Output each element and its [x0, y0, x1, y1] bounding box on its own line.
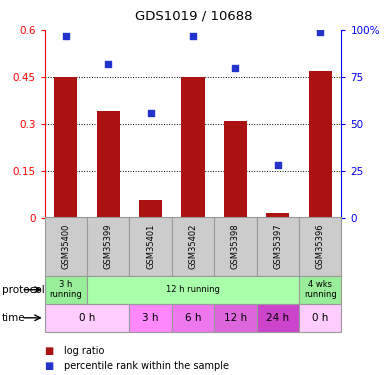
Bar [224, 121, 247, 218]
Bar [299, 276, 341, 304]
Bar [172, 217, 214, 276]
Bar [181, 77, 205, 218]
Text: ■: ■ [45, 361, 54, 370]
Text: 3 h: 3 h [142, 313, 159, 323]
Text: 4 wks
running: 4 wks running [304, 280, 337, 299]
Point [190, 33, 196, 39]
Text: GDS1019 / 10688: GDS1019 / 10688 [135, 9, 253, 22]
Text: GSM35400: GSM35400 [61, 224, 70, 269]
Text: GSM35402: GSM35402 [189, 224, 197, 269]
Text: GSM35396: GSM35396 [316, 224, 325, 269]
Bar [214, 304, 256, 332]
Point [275, 162, 281, 168]
Text: 0 h: 0 h [312, 313, 328, 323]
Text: ■: ■ [45, 346, 54, 355]
Bar [299, 304, 341, 332]
Text: protocol: protocol [2, 285, 45, 295]
Text: GSM35399: GSM35399 [104, 224, 113, 269]
Bar [97, 111, 120, 218]
Text: GSM35397: GSM35397 [273, 224, 282, 269]
Bar [139, 200, 162, 217]
Bar [256, 217, 299, 276]
Point [63, 33, 69, 39]
Bar [214, 217, 256, 276]
Bar [87, 217, 130, 276]
Bar [45, 276, 87, 304]
Bar [87, 276, 299, 304]
Text: 0 h: 0 h [79, 313, 95, 323]
Text: 12 h: 12 h [224, 313, 247, 323]
Text: 24 h: 24 h [266, 313, 289, 323]
Bar [256, 304, 299, 332]
Point [232, 64, 239, 70]
Bar [45, 217, 87, 276]
Bar [172, 304, 214, 332]
Text: log ratio: log ratio [64, 346, 104, 355]
Bar [130, 304, 172, 332]
Text: 3 h
running: 3 h running [49, 280, 82, 299]
Point [105, 61, 111, 67]
Text: percentile rank within the sample: percentile rank within the sample [64, 361, 229, 370]
Point [147, 110, 154, 116]
Text: GSM35401: GSM35401 [146, 224, 155, 269]
Text: 12 h running: 12 h running [166, 285, 220, 294]
Bar [299, 217, 341, 276]
Bar [45, 304, 130, 332]
Text: GSM35398: GSM35398 [231, 224, 240, 269]
Text: 6 h: 6 h [185, 313, 201, 323]
Bar [308, 70, 332, 217]
Bar [266, 213, 289, 217]
Bar [130, 217, 172, 276]
Point [317, 29, 323, 35]
Text: time: time [2, 313, 26, 323]
Bar [54, 77, 78, 218]
